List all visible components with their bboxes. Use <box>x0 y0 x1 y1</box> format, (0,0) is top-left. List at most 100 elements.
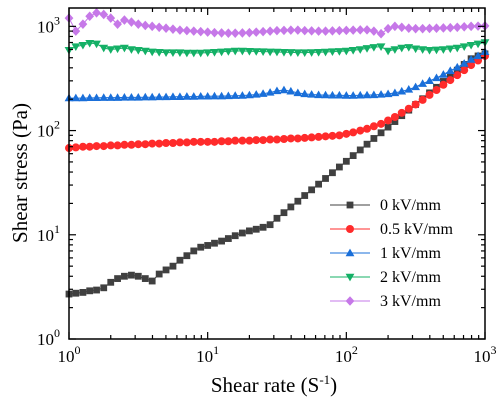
data-point <box>147 48 157 57</box>
data-point <box>363 124 372 133</box>
data-point <box>210 137 219 146</box>
data-point <box>341 47 351 56</box>
data-point <box>411 100 420 109</box>
data-point <box>348 25 358 35</box>
data-point <box>314 90 324 99</box>
x-tick-label: 103 <box>474 343 497 366</box>
data-point <box>127 46 136 54</box>
data-point <box>286 134 295 143</box>
data-point <box>397 44 407 53</box>
data-point <box>99 142 108 151</box>
data-point <box>127 17 136 27</box>
data-point <box>141 275 149 282</box>
data-point <box>210 91 219 100</box>
data-point <box>169 262 177 270</box>
data-point <box>446 76 455 85</box>
data-point <box>224 235 232 242</box>
chart-marks <box>64 7 490 298</box>
data-point <box>78 41 88 50</box>
data-point <box>321 132 330 141</box>
x-tick-label: 100 <box>58 343 81 366</box>
y-tick-label: 100 <box>37 326 60 349</box>
data-point <box>272 25 282 36</box>
legend-label: 2 kV/mm <box>380 269 441 286</box>
data-point <box>404 44 414 52</box>
data-point <box>411 45 421 54</box>
data-point <box>71 143 80 152</box>
data-point <box>93 286 100 294</box>
data-point <box>329 169 336 177</box>
data-point <box>397 108 406 117</box>
data-point <box>272 86 282 95</box>
data-point <box>369 122 378 131</box>
data-point <box>301 192 309 199</box>
data-point <box>377 119 386 128</box>
data-point <box>85 142 94 151</box>
data-point <box>390 21 400 32</box>
data-point <box>322 175 329 182</box>
data-point <box>473 40 483 49</box>
data-point <box>190 247 198 255</box>
data-point <box>154 22 164 33</box>
data-point <box>251 27 261 37</box>
data-point <box>148 277 156 285</box>
data-point <box>189 92 199 100</box>
data-point <box>259 223 267 231</box>
data-point <box>203 137 212 146</box>
data-point <box>92 142 101 151</box>
data-point <box>168 92 178 100</box>
data-point <box>349 128 358 137</box>
data-point <box>473 51 483 60</box>
data-point <box>99 44 109 53</box>
data-point <box>140 47 150 56</box>
data-point <box>78 142 87 151</box>
legend-entry: 1 kV/mm <box>330 245 441 262</box>
data-point <box>217 28 226 38</box>
legend-label: 1 kV/mm <box>380 245 441 262</box>
data-point <box>356 146 364 154</box>
data-point <box>369 26 379 36</box>
data-point <box>224 137 233 146</box>
data-point <box>334 25 344 36</box>
data-point <box>92 7 101 18</box>
data-point <box>182 49 192 58</box>
data-point <box>183 252 191 260</box>
data-point <box>321 90 330 99</box>
data-point <box>266 135 275 144</box>
data-point <box>334 90 344 99</box>
data-point <box>307 26 317 36</box>
data-point <box>210 27 219 38</box>
data-point <box>272 48 282 57</box>
data-point <box>445 22 455 33</box>
data-point <box>100 284 108 292</box>
data-point <box>72 289 80 297</box>
data-point <box>397 86 407 95</box>
data-point <box>120 44 129 53</box>
data-point <box>266 221 274 229</box>
data-point <box>140 20 150 31</box>
data-point <box>384 123 392 131</box>
data-point <box>85 11 95 22</box>
data-point <box>168 24 178 34</box>
data-point <box>79 288 87 296</box>
data-point <box>404 85 414 93</box>
series-4 <box>64 7 490 39</box>
data-point <box>140 92 150 101</box>
data-point <box>459 59 469 67</box>
data-point <box>432 86 441 95</box>
data-point <box>127 140 136 149</box>
data-point <box>259 136 268 145</box>
data-point <box>369 90 379 99</box>
data-point <box>308 186 316 194</box>
data-point <box>362 45 372 53</box>
legend-marker <box>346 201 354 209</box>
x-axis-label-main: Shear rate (S <box>211 373 319 397</box>
data-point <box>383 47 393 56</box>
y-tick-label: 102 <box>37 118 60 141</box>
data-point <box>391 118 399 125</box>
data-point <box>203 91 213 100</box>
data-point <box>342 129 351 138</box>
x-axis-label: Shear rate (S-1) <box>211 372 337 397</box>
data-point <box>355 46 365 54</box>
